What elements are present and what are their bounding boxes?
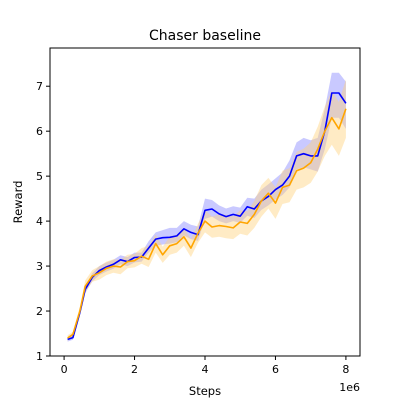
series-0-line (67, 92, 347, 341)
x-tick-label: 2 (131, 363, 138, 376)
y-tick-label: 1 (36, 350, 43, 363)
x-tick-label: 0 (61, 363, 68, 376)
series-0-band (67, 72, 346, 342)
chart-title: Chaser baseline (149, 28, 261, 44)
y-tick-label: 4 (36, 215, 43, 228)
y-tick-label: 5 (36, 170, 43, 183)
series-lines (67, 92, 347, 341)
x-tick-label: 4 (202, 363, 209, 376)
y-tick-label: 3 (36, 260, 43, 273)
y-tick-label: 6 (36, 125, 43, 138)
x-tick-label: 8 (342, 363, 349, 376)
y-tick-label: 2 (36, 305, 43, 318)
y-axis-ticks: 1 2 3 4 5 6 7 (36, 80, 50, 363)
y-axis-label: Reward (11, 181, 25, 224)
x-axis-label: Steps (189, 384, 221, 398)
x-axis-ticks: 0 2 4 6 8 (61, 356, 349, 376)
x-tick-label: 6 (272, 363, 279, 376)
confidence-bands (67, 72, 346, 342)
y-tick-label: 7 (36, 80, 43, 93)
x-axis-offset-label: 1e6 (339, 381, 360, 394)
series-1-line (67, 108, 347, 339)
